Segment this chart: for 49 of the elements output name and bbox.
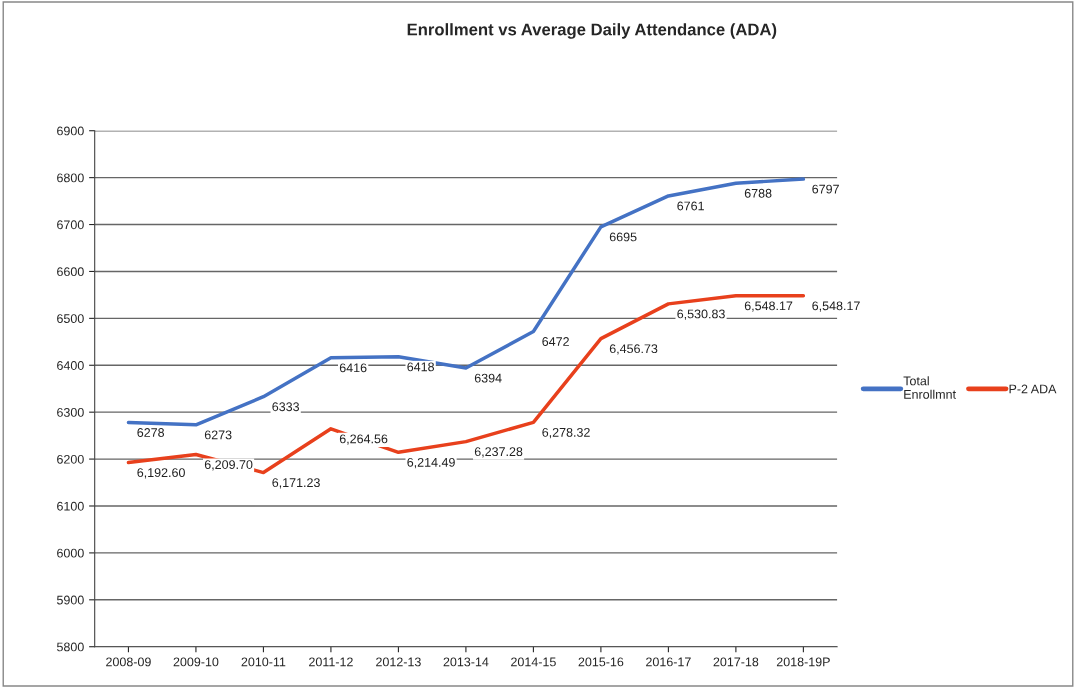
data-label: 6797 (812, 184, 839, 194)
y-tick-label: 6400 (57, 361, 84, 370)
data-label: 6,171.23 (272, 478, 320, 489)
x-tick-label: 2008-09 (106, 657, 151, 667)
data-label: 6,548.17 (812, 301, 860, 312)
x-tick-label: 2017-18 (713, 657, 759, 667)
data-label: 6394 (474, 373, 502, 383)
data-label: 6,214.49 (407, 457, 455, 469)
y-tick-label: 6800 (57, 173, 84, 183)
data-label: 6695 (609, 232, 637, 242)
data-label: 6418 (407, 362, 435, 372)
y-tick-label: 6100 (57, 501, 84, 511)
y-tick-label: 6000 (57, 548, 84, 558)
x-tick-label: 2013-14 (443, 657, 489, 667)
data-label: 6,548.17 (744, 301, 793, 312)
legend-label: Total Enrollmnt (903, 376, 956, 399)
x-tick-label: 2015-16 (578, 657, 624, 667)
chart-title: Enrollment vs Average Daily Attendance (ADA) (407, 23, 777, 39)
data-label: 6278 (137, 428, 165, 437)
x-tick-label: 2018-19P (776, 657, 830, 667)
data-label: 6,456.73 (609, 344, 658, 355)
line-series (126, 177, 806, 427)
x-tick-label: 2012-13 (376, 657, 421, 667)
data-label: 6273 (204, 430, 232, 440)
data-label: 6761 (677, 201, 704, 211)
data-label: 6,209.70 (204, 460, 253, 471)
y-tick-label: 6200 (57, 454, 84, 464)
x-tick-label: 2009-10 (173, 657, 219, 667)
y-tick-label: 6700 (57, 220, 84, 230)
legend-label: P-2 ADA (1009, 384, 1057, 394)
data-label: 6,237.28 (474, 447, 523, 458)
y-tick-label: 6300 (57, 407, 84, 417)
y-tick-label: 6600 (57, 267, 84, 277)
x-tick-label: 2016-17 (646, 657, 691, 667)
data-label: 6416 (339, 363, 367, 373)
y-tick-label: 5900 (56, 595, 84, 605)
y-tick-label: 6500 (57, 314, 84, 324)
x-tick-label: 2011-12 (309, 657, 353, 667)
data-label: 6472 (542, 337, 569, 346)
data-label: 6,530.83 (677, 309, 725, 320)
x-tick-label: 2014-15 (511, 657, 556, 667)
data-label: 6,278.32 (542, 427, 590, 439)
data-label: 6788 (744, 188, 772, 198)
y-tick-label: 5800 (56, 642, 84, 652)
data-label: 6,192.60 (137, 468, 185, 479)
data-label: 6,264.56 (339, 434, 388, 445)
data-label: 6333 (272, 402, 300, 412)
x-tick-label: 2010-11 (241, 657, 286, 667)
y-tick-label: 6900 (57, 126, 84, 136)
